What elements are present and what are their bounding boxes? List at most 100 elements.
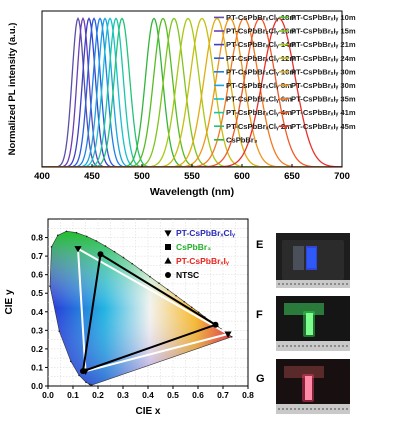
- cie-legend: PT-CsPbBrₓClᵧ CsPbBr₃ PT-CsPbBrₓIᵧ NTSC: [164, 228, 236, 280]
- locus-point: [197, 311, 200, 314]
- locus-point: [158, 282, 160, 285]
- locus-point: [49, 285, 51, 287]
- cie-marker-triangle-down: [164, 230, 172, 237]
- cie-y-axis-title: CIE y: [4, 289, 15, 314]
- legend-label: CsPbBr₃: [226, 135, 258, 144]
- locus-point: [140, 269, 143, 272]
- locus-point: [95, 240, 98, 242]
- cie-x-tick-label: 0.7: [217, 390, 229, 400]
- top-y-axis-title: Normalized PL intensity (a.u.): [7, 23, 18, 156]
- legend-label: PT-CsPbBrₓClᵧ 18m: [226, 13, 296, 22]
- photo-g: [276, 359, 350, 414]
- locus-point: [85, 235, 88, 238]
- cie-marker-triangle-down: [224, 331, 232, 338]
- legend-label: PT-CsPbBrₓClᵧ 12m: [226, 54, 296, 63]
- photo-e: [276, 233, 350, 288]
- cie-y-tick-label: 0.7: [31, 251, 43, 261]
- cie-legend-label: PT-CsPbBrₓIᵧ: [176, 256, 230, 266]
- locus-point: [88, 383, 91, 386]
- spectrum-curve-6: [42, 17, 342, 167]
- locus-point: [122, 256, 125, 259]
- legend-label: PT-CsPbBrₓIᵧ 35m: [291, 95, 356, 104]
- top-x-tick-label: 600: [234, 171, 250, 182]
- gamut-triangle: [81, 252, 218, 373]
- cie-y-tick-label: 0.5: [31, 288, 43, 298]
- cie-panel: 0.0 0.1 0.2 0.3 0.4 0.5 0.6 0.7 0.8 0.0 0.1 0.2 0.3…: [4, 218, 254, 417]
- top-x-tick-label: 700: [334, 171, 350, 182]
- cie-x-tick-label: 0.8: [242, 390, 254, 400]
- top-x-tick-label: 650: [284, 171, 300, 182]
- cie-y-tick-label: 0.6: [31, 270, 43, 280]
- locus-point: [58, 330, 61, 333]
- spectrum-curve-2: [42, 16, 342, 167]
- legend-label: PT-CsPbBrₓClᵧ 14m: [226, 40, 296, 49]
- legend-label: PT-CsPbBrₓIᵧ 41m: [291, 108, 356, 117]
- top-x-tick-label: 450: [84, 171, 100, 182]
- top-x-tick-label: 400: [34, 171, 50, 182]
- spectrum-curve-4: [42, 17, 342, 167]
- cie-y-tick-label: 0.1: [31, 362, 43, 372]
- cie-y-ticks: 0.0 0.1 0.2 0.3 0.4 0.5 0.6 0.7 0.8: [31, 233, 48, 391]
- legend-label: PT-CsPbBrₓClᵧ 2m: [226, 122, 292, 131]
- legend-label: PT-CsPbBrₓIᵧ 10m: [291, 13, 356, 22]
- cie-x-tick-label: 0.5: [167, 390, 179, 400]
- locus-point: [50, 246, 53, 248]
- legend-label: PT-CsPbBrₓIᵧ 15m: [291, 27, 356, 36]
- legend-label: PT-CsPbBrₓIᵧ 30m: [291, 67, 356, 76]
- pl-spectra-panel: 400 450 500 550 600 650 700 Wavelength (nm) No…: [7, 10, 356, 198]
- locus-point: [104, 245, 107, 247]
- locus-point: [149, 275, 151, 278]
- cie-marker-triangle-down: [74, 246, 82, 253]
- locus-point: [183, 300, 186, 303]
- legend-label: PT-CsPbBrₓIᵧ 24m: [291, 54, 356, 63]
- panel-label-g: G: [256, 373, 265, 385]
- cie-legend-label: CsPbBr₃: [176, 242, 211, 252]
- top-x-ticks: 400 450 500 550 600 650 700: [34, 164, 350, 182]
- cie-marker-circle: [165, 272, 171, 278]
- spectrum-curve-5: [42, 17, 342, 167]
- spectrum-curve-3: [42, 17, 342, 167]
- legend-label: PT-CsPbBrₓClᵧ 10m: [226, 67, 296, 76]
- cie-marker-square: [165, 244, 171, 250]
- legend-label: PT-CsPbBrₓClᵧ 8m: [226, 81, 292, 90]
- legend-label: PT-CsPbBrₓIᵧ 21m: [291, 40, 356, 49]
- locus-point: [175, 294, 177, 297]
- spectrum-curve-14: [42, 17, 342, 167]
- locus-point: [166, 288, 169, 291]
- cie-x-tick-label: 0.2: [92, 390, 104, 400]
- legend-label: PT-CsPbBrₓIᵧ 30m: [291, 81, 356, 90]
- cie-locus: [49, 230, 233, 386]
- locus-point: [131, 262, 134, 265]
- locus-point: [230, 336, 233, 338]
- cie-x-tick-label: 0.4: [142, 390, 154, 400]
- cie-legend-label: PT-CsPbBrₓClᵧ: [176, 228, 236, 238]
- panel-label-f: F: [256, 309, 263, 321]
- cie-y-tick-label: 0.4: [31, 307, 43, 317]
- spectrum-curve-19: [42, 17, 342, 167]
- locus-point: [69, 360, 72, 363]
- spectrum-curve-15: [42, 17, 342, 167]
- locus-point: [65, 230, 68, 233]
- top-x-tick-label: 550: [184, 171, 200, 182]
- cie-x-axis-title: CIE x: [135, 406, 160, 417]
- gamut-triangle: [76, 246, 231, 373]
- panel-label-e: E: [256, 239, 263, 251]
- cie-marker-circle: [97, 251, 104, 258]
- locus-point: [113, 250, 116, 253]
- cie-marker-circle: [80, 368, 86, 375]
- top-x-tick-label: 500: [134, 171, 150, 182]
- photo-panels: E F G: [256, 233, 350, 414]
- cie-x-tick-label: 0.6: [192, 390, 204, 400]
- cie-marker-triangle-up: [164, 257, 172, 264]
- legend-label: PT-CsPbBrₓClᵧ 6m: [226, 95, 292, 104]
- spectrum-curve-7: [42, 17, 342, 167]
- legend-label: PT-CsPbBrₓIᵧ 45m: [291, 122, 356, 131]
- cie-y-tick-label: 0.3: [31, 325, 43, 335]
- cie-x-tick-label: 0.1: [67, 390, 79, 400]
- photo-f: [276, 296, 350, 351]
- cie-y-tick-label: 0.2: [31, 344, 43, 354]
- spectrum-curve-13: [42, 17, 342, 167]
- locus-point: [56, 234, 59, 237]
